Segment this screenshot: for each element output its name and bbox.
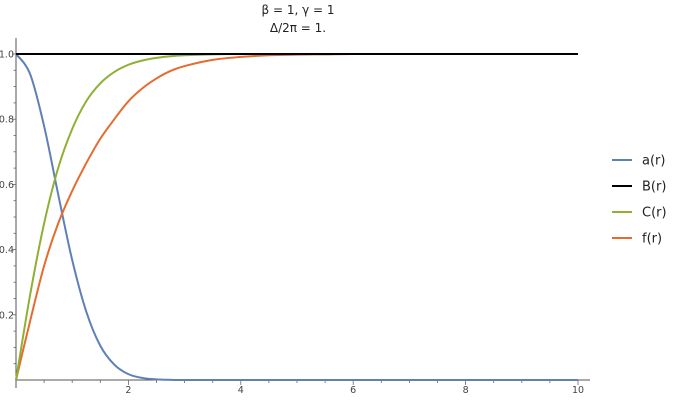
- legend: a(r) B(r) C(r) f(r): [612, 154, 667, 247]
- x-tick-label: 6: [350, 385, 356, 396]
- x-tick-label: 4: [238, 385, 244, 396]
- series-lines: [15, 52, 578, 382]
- axis-ticks: 2 4 6 8 10 0.2 0.4 0.6 0.8 1.0: [0, 50, 584, 397]
- legend-label-ar: a(r): [642, 154, 665, 169]
- x-tick-label: 2: [125, 385, 131, 396]
- legend-label-fr: f(r): [642, 232, 662, 247]
- y-tick-label: 0.6: [0, 180, 14, 191]
- series-line-fr: [15, 52, 578, 381]
- x-tick-label: 8: [463, 385, 469, 396]
- x-tick-label: 10: [572, 385, 584, 396]
- y-tick-label: 0.4: [0, 245, 14, 256]
- y-tick-label: 0.8: [0, 115, 14, 126]
- y-tick-label: 1.0: [0, 50, 14, 61]
- legend-label-br: B(r): [642, 180, 666, 195]
- series-line-cr: [15, 52, 578, 381]
- chart-title-line-2: Δ/2π = 1.: [270, 21, 326, 35]
- chart-title-line-1: β = 1, γ = 1: [261, 3, 334, 17]
- series-line-ar: [15, 53, 578, 382]
- y-tick-label: 0.2: [0, 310, 14, 321]
- legend-label-cr: C(r): [642, 206, 667, 221]
